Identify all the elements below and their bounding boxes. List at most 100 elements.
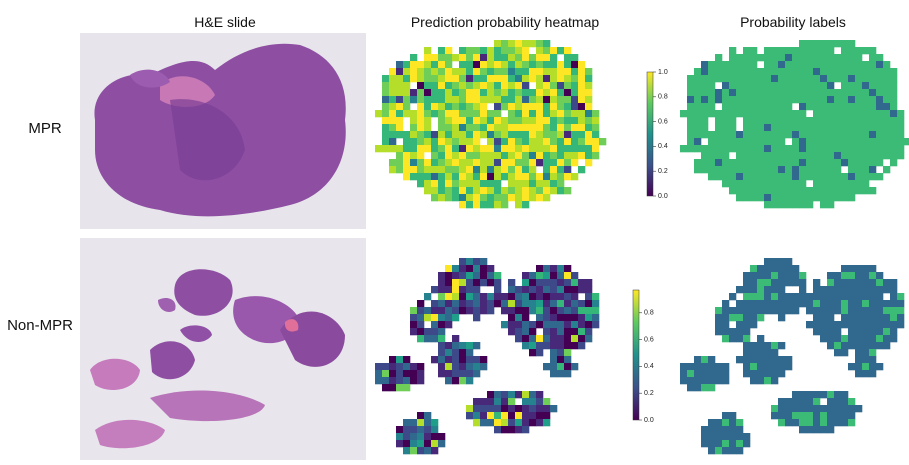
label-cell: [750, 342, 757, 349]
heatmap-cell: [571, 293, 578, 300]
label-cell: [715, 159, 722, 166]
heatmap-cell: [410, 328, 417, 335]
label-cell: [883, 103, 890, 110]
label-cell: [729, 447, 736, 454]
heatmap-cell: [487, 54, 494, 61]
label-cell: [890, 328, 897, 335]
heatmap-cell: [536, 103, 543, 110]
heatmap-cell: [473, 187, 480, 194]
heatmap-cell: [480, 293, 487, 300]
heatmap-cell: [543, 138, 550, 145]
heatmap-cell: [410, 426, 417, 433]
label-cell: [806, 307, 813, 314]
label-cell: [757, 173, 764, 180]
label-cell: [771, 124, 778, 131]
label-cell: [869, 159, 876, 166]
heatmap-cell: [480, 124, 487, 131]
label-cell: [799, 293, 806, 300]
heatmap-cell: [508, 279, 515, 286]
heatmap-cell: [396, 131, 403, 138]
label-cell: [876, 272, 883, 279]
label-cell: [701, 124, 708, 131]
heatmap-cell: [522, 391, 529, 398]
label-cell: [869, 96, 876, 103]
heatmap-cell: [452, 173, 459, 180]
label-cell: [813, 194, 820, 201]
label-cell: [715, 419, 722, 426]
label-cell: [869, 272, 876, 279]
heatmap-cell: [487, 138, 494, 145]
label-cell: [813, 54, 820, 61]
heatmap-cell: [487, 405, 494, 412]
heatmap-cell: [571, 103, 578, 110]
heatmap-cell: [543, 335, 550, 342]
label-cell: [715, 110, 722, 117]
heatmap-cell: [515, 321, 522, 328]
label-cell: [701, 363, 708, 370]
label-cell: [848, 75, 855, 82]
heatmap-cell: [578, 131, 585, 138]
heatmap-cell: [501, 75, 508, 82]
heatmap-cell: [480, 117, 487, 124]
heatmap-cell: [571, 342, 578, 349]
heatmap-cell: [515, 131, 522, 138]
label-cell: [799, 201, 806, 208]
heatmap-cell: [550, 173, 557, 180]
heatmap-cell: [410, 145, 417, 152]
label-cell: [785, 96, 792, 103]
label-cell: [729, 145, 736, 152]
heatmap-cell: [578, 307, 585, 314]
label-cell: [708, 131, 715, 138]
heatmap-cell: [389, 384, 396, 391]
heatmap-cell: [508, 40, 515, 47]
heatmap-cell: [536, 187, 543, 194]
heatmap-cell: [438, 166, 445, 173]
heatmap-cell: [543, 75, 550, 82]
colorbar-tick-label: 0.0: [644, 417, 654, 424]
label-cell: [834, 75, 841, 82]
label-cell: [722, 152, 729, 159]
label-cell: [799, 68, 806, 75]
heatmap-cell: [578, 110, 585, 117]
heatmap-cell: [550, 54, 557, 61]
label-cell: [841, 307, 848, 314]
label-cell: [792, 96, 799, 103]
label-cell: [890, 145, 897, 152]
label-cell: [834, 342, 841, 349]
label-cell: [841, 61, 848, 68]
heatmap-cell: [403, 82, 410, 89]
heatmap-cell: [473, 307, 480, 314]
label-cell: [757, 356, 764, 363]
heatmap-cell: [494, 159, 501, 166]
heatmap-cell: [529, 194, 536, 201]
label-cell: [701, 426, 708, 433]
label-cell: [750, 117, 757, 124]
label-cell: [729, 426, 736, 433]
heatmap-cell: [452, 68, 459, 75]
heatmap-cell: [459, 75, 466, 82]
heatmap-cell: [564, 342, 571, 349]
label-cell: [715, 370, 722, 377]
heatmap-cell: [452, 279, 459, 286]
label-cell: [743, 370, 750, 377]
label-cell: [729, 124, 736, 131]
colorbar-tick-label: 0.6: [644, 336, 654, 343]
heatmap-cell: [536, 286, 543, 293]
heatmap-cell: [494, 40, 501, 47]
label-cell: [792, 54, 799, 61]
label-cell: [820, 159, 827, 166]
heatmap-cell: [487, 419, 494, 426]
label-cell: [771, 377, 778, 384]
heatmap-cell: [557, 124, 564, 131]
heatmap-cell: [438, 335, 445, 342]
label-cell: [743, 356, 750, 363]
label-cell: [813, 173, 820, 180]
heatmap-cell: [403, 370, 410, 377]
label-cell: [806, 166, 813, 173]
label-cell: [694, 356, 701, 363]
heatmap-cell: [501, 391, 508, 398]
label-cell: [722, 110, 729, 117]
heatmap-cell: [578, 145, 585, 152]
heatmap-cell: [543, 110, 550, 117]
label-cell: [757, 293, 764, 300]
